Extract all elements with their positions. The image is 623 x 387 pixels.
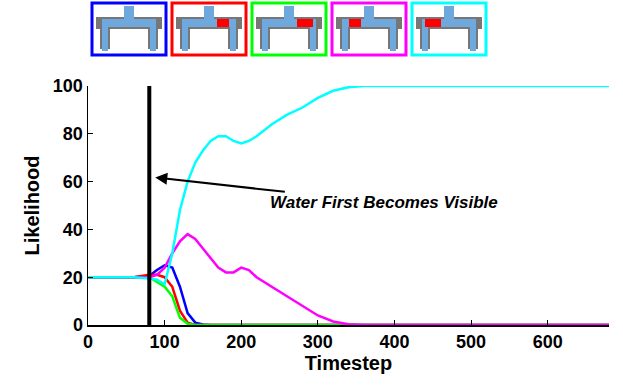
svg-text:Likelihood: Likelihood (21, 156, 43, 256)
svg-text:20: 20 (63, 268, 83, 288)
svg-text:200: 200 (226, 332, 256, 352)
svg-text:500: 500 (456, 332, 486, 352)
svg-text:400: 400 (379, 332, 409, 352)
svg-text:100: 100 (150, 332, 180, 352)
svg-text:300: 300 (303, 332, 333, 352)
svg-text:60: 60 (63, 172, 83, 192)
svg-text:0: 0 (73, 315, 83, 335)
svg-text:40: 40 (63, 220, 83, 240)
svg-text:600: 600 (533, 332, 563, 352)
svg-text:100: 100 (53, 76, 83, 96)
svg-text:0: 0 (83, 332, 93, 352)
svg-text:Water First Becomes Visible: Water First Becomes Visible (270, 193, 498, 212)
svg-text:80: 80 (63, 124, 83, 144)
svg-text:Timestep: Timestep (305, 352, 392, 374)
